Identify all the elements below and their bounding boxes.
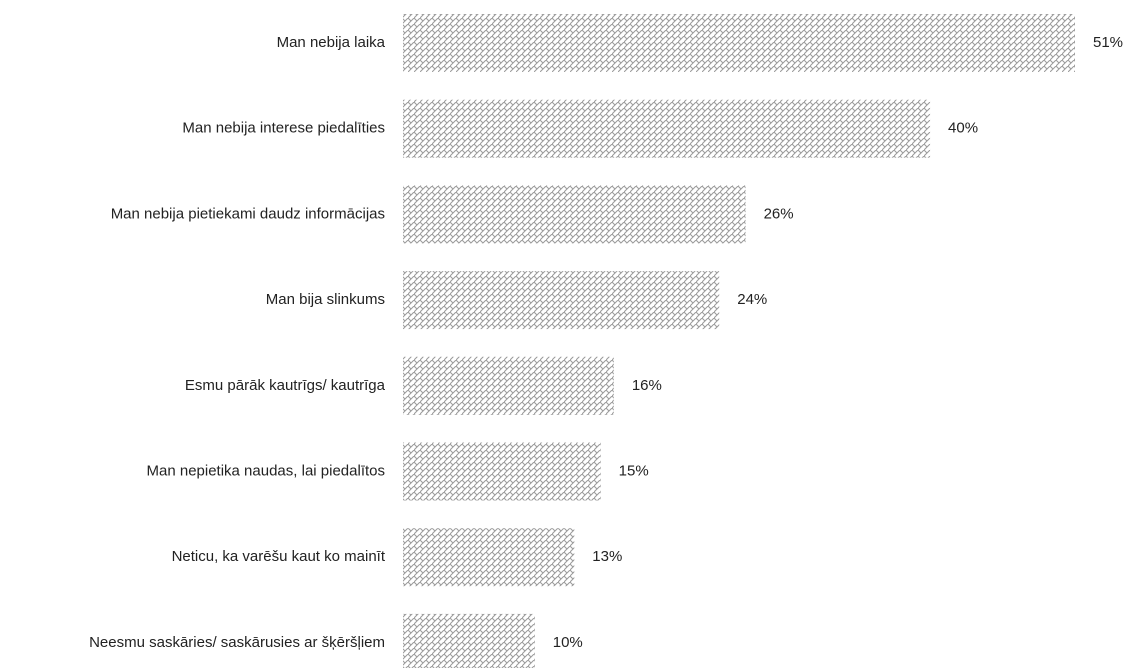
bar <box>403 442 601 501</box>
bar <box>403 613 535 668</box>
bar <box>403 185 746 244</box>
category-label: Man nebija laika <box>277 34 386 51</box>
bar <box>403 528 575 587</box>
bar <box>403 99 931 158</box>
value-label: 13% <box>592 548 622 565</box>
category-label: Neticu, ka varēšu kaut ko mainīt <box>172 548 386 565</box>
category-label: Man nebija interese piedalīties <box>182 120 385 137</box>
value-label: 51% <box>1093 34 1123 51</box>
category-label: Man bija slinkums <box>266 291 385 308</box>
category-label: Man nebija pietiekami daudz informācijas <box>111 205 385 222</box>
value-label: 40% <box>948 120 978 137</box>
bar <box>403 356 614 415</box>
category-label: Esmu pārāk kautrīgs/ kautrīga <box>185 377 386 394</box>
bar <box>403 14 1075 72</box>
value-label: 10% <box>553 634 583 651</box>
value-label: 16% <box>632 377 662 394</box>
bar <box>403 271 720 330</box>
value-label: 24% <box>737 291 767 308</box>
category-label: Man nepietika naudas, lai piedalītos <box>147 462 386 479</box>
value-label: 26% <box>764 205 794 222</box>
value-label: 15% <box>619 462 649 479</box>
category-label: Neesmu saskāries/ saskārusies ar šķēršļi… <box>89 634 385 651</box>
